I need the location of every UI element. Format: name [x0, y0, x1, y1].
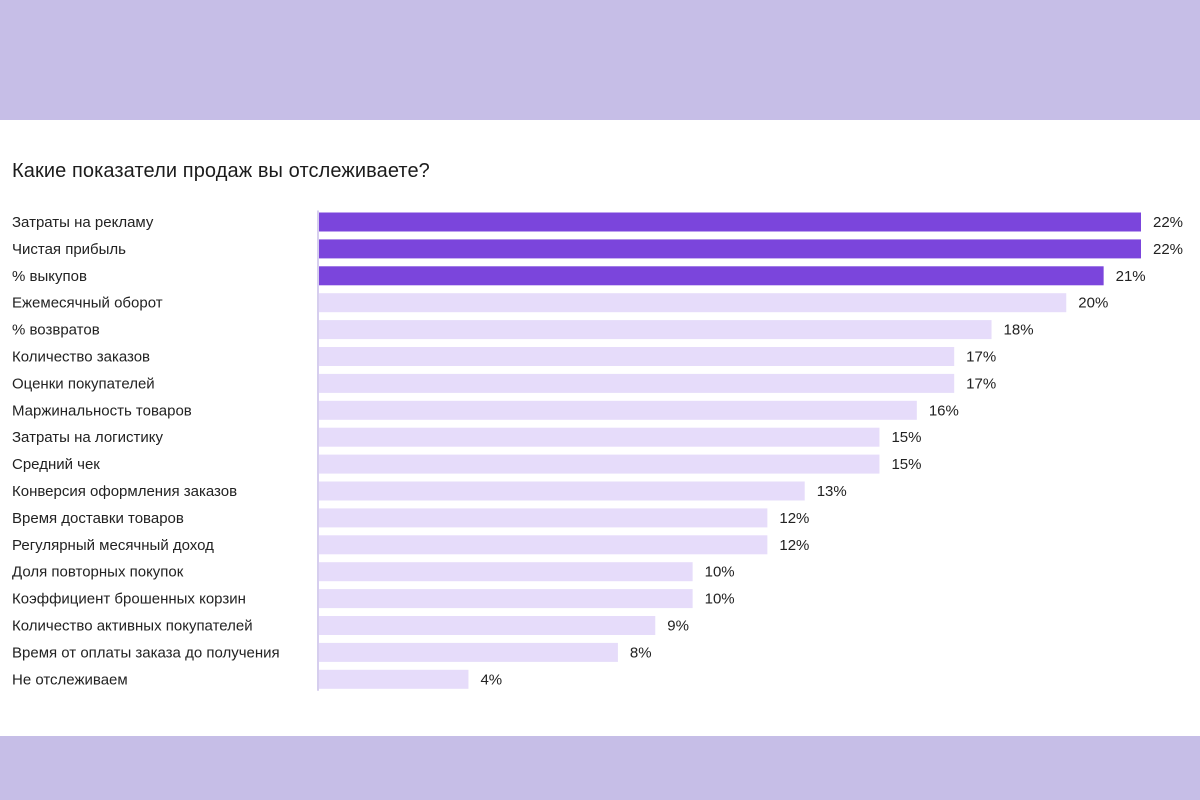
category-label: Конверсия оформления заказов [12, 483, 237, 500]
value-label: 10% [705, 591, 735, 608]
bar [319, 320, 992, 340]
category-label: Количество заказов [12, 349, 150, 366]
value-label: 12% [779, 510, 809, 527]
bottom-banner [0, 736, 1200, 800]
category-label: Время от оплаты заказа до получения [12, 644, 280, 661]
bar [319, 212, 1141, 232]
category-label: Ежемесячный оборот [12, 295, 163, 312]
category-label: Затраты на рекламу [12, 214, 154, 231]
value-label: 15% [891, 429, 921, 446]
bar [319, 293, 1067, 313]
bar-chart: Затраты на рекламу 22% Чистая прибыль 22% % … [12, 210, 1183, 691]
bar [319, 347, 955, 366]
category-label: % возвратов [12, 322, 100, 339]
category-label: Доля повторных покупок [12, 564, 184, 581]
bar [319, 669, 469, 689]
value-label: 17% [966, 375, 996, 392]
bar [319, 454, 880, 474]
category-label: Регулярный месячный доход [12, 537, 214, 554]
category-label: Не отслеживаем [12, 671, 128, 688]
bar [319, 481, 805, 501]
category-label: Маржинальность товаров [12, 402, 192, 419]
category-label: Чистая прибыль [12, 241, 126, 258]
value-label: 16% [929, 402, 959, 419]
value-label: 13% [817, 483, 847, 500]
category-label: Затраты на логистику [12, 429, 164, 446]
bar [319, 266, 1104, 286]
bar [319, 535, 768, 555]
bar [319, 239, 1141, 259]
bar [319, 373, 955, 393]
category-label: Количество активных покупателей [12, 618, 253, 635]
category-label: Оценки покупателей [12, 375, 155, 392]
category-label: % выкупов [12, 268, 87, 285]
category-label: Коэффициент брошенных корзин [12, 591, 246, 608]
bar [319, 642, 618, 662]
value-label: 22% [1153, 214, 1183, 231]
value-label: 9% [667, 618, 689, 635]
bar [319, 427, 880, 447]
bar [319, 589, 693, 609]
value-label: 21% [1116, 268, 1146, 285]
bar [319, 616, 656, 635]
bar [319, 508, 768, 528]
value-label: 17% [966, 349, 996, 366]
bar [319, 400, 917, 420]
chart-card: Какие показатели продаж вы отслеживаете?… [0, 120, 1200, 736]
category-label: Средний чек [12, 456, 100, 473]
chart-title: Какие показатели продаж вы отслеживаете? [12, 160, 430, 182]
value-label: 4% [480, 671, 502, 688]
value-label: 22% [1153, 241, 1183, 258]
value-label: 20% [1078, 295, 1108, 312]
top-banner [0, 0, 1200, 120]
value-label: 10% [705, 564, 735, 581]
value-label: 12% [779, 537, 809, 554]
value-label: 15% [891, 456, 921, 473]
value-label: 8% [630, 644, 652, 661]
bar [319, 562, 693, 582]
category-label: Время доставки товаров [12, 510, 184, 527]
value-label: 18% [1004, 322, 1034, 339]
